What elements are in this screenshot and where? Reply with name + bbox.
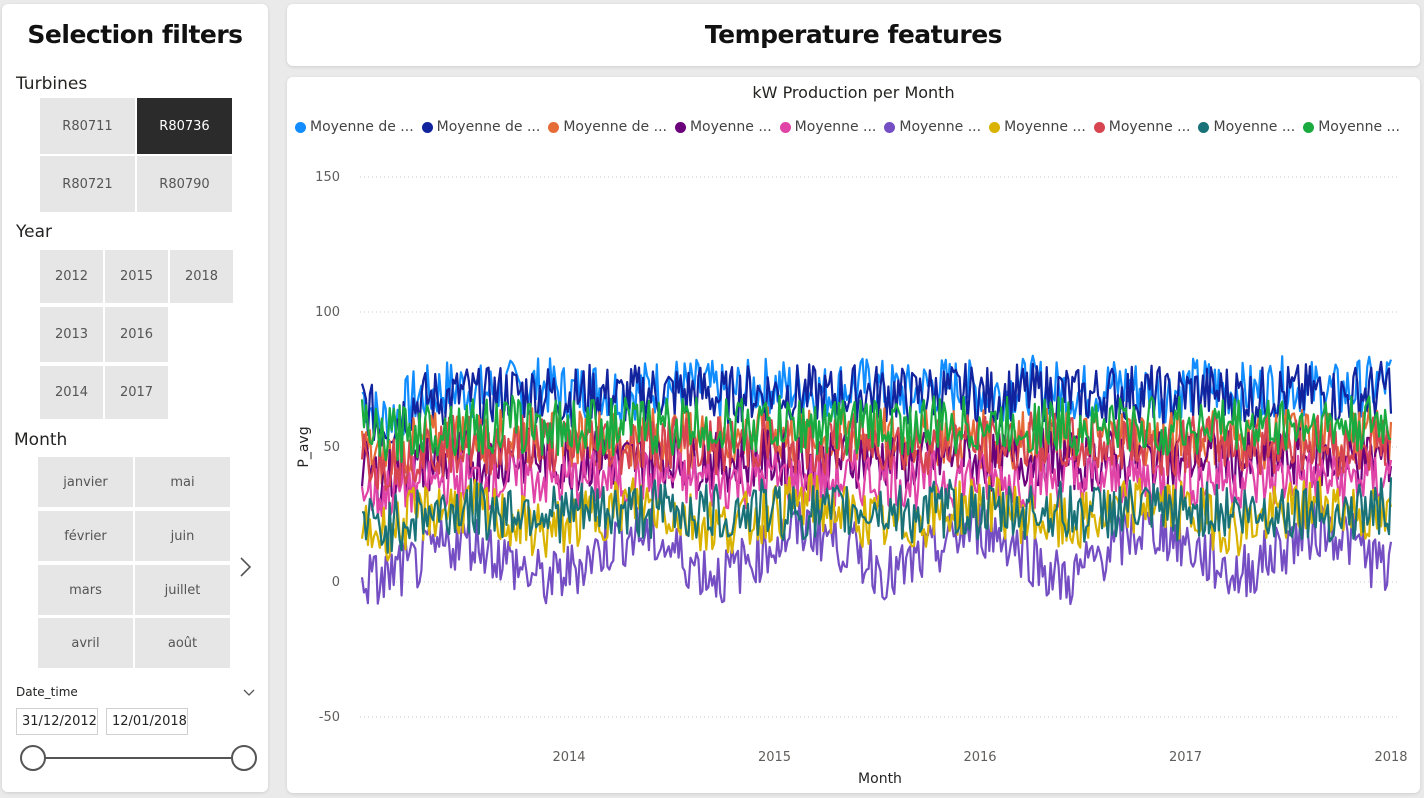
x-tick-label: 2016 [963, 750, 996, 765]
y-tick-label: 0 [332, 575, 340, 590]
series-line[interactable] [360, 394, 1392, 464]
series-line[interactable] [360, 501, 1393, 606]
line-chart[interactable]: -50 0 50 100 150 2014 2015 2016 2017 2018 Month P_a… [287, 77, 1420, 793]
turbine-button-r80721[interactable]: R80721 [40, 156, 135, 212]
month-button-mai[interactable]: mai [135, 457, 230, 507]
legend-item[interactable]: Moyenne ... [1198, 117, 1295, 137]
date-range-slider-track[interactable] [36, 757, 247, 759]
y-tick-label: -50 [319, 710, 340, 725]
year-button-2014[interactable]: 2014 [40, 366, 103, 419]
turbine-button-r80711[interactable]: R80711 [40, 98, 135, 154]
legend-dot-icon [1093, 121, 1105, 133]
year-button-2017[interactable]: 2017 [105, 366, 168, 419]
month-button-aout[interactable]: août [135, 618, 230, 668]
turbines-label: Turbines [16, 74, 88, 94]
year-button-2018[interactable]: 2018 [170, 250, 233, 303]
year-button-2015[interactable]: 2015 [105, 250, 168, 303]
month-button-fevrier[interactable]: février [38, 511, 133, 561]
legend-label: Moyenne ... [1213, 119, 1296, 135]
turbine-button-r80790[interactable]: R80790 [137, 156, 232, 212]
series-line[interactable] [360, 410, 1392, 492]
y-tick-label: 100 [315, 305, 340, 320]
legend-item[interactable]: Moyenne ... [1303, 117, 1400, 137]
y-axis-title: P_avg [296, 426, 312, 467]
legend-label: Moyenne de ... [436, 119, 541, 135]
turbine-button-r80736[interactable]: R80736 [137, 98, 232, 154]
legend-item[interactable]: Moyenne ... [674, 117, 772, 137]
x-axis-title: Month [858, 771, 902, 787]
legend-item[interactable]: Moyenne de ... [421, 117, 541, 137]
filters-panel: Selection filters Turbines R80711 R80736… [2, 4, 268, 792]
legend-label: Moyenne ... [689, 119, 772, 135]
legend-dot-icon [674, 121, 686, 133]
legend-label: Moyenne ... [1318, 119, 1400, 135]
legend-label: Moyenne ... [1108, 119, 1191, 135]
legend-item[interactable]: Moyenne ... [989, 117, 1086, 137]
y-tick-label: 50 [323, 440, 340, 455]
x-tick-label: 2015 [758, 750, 791, 765]
chart-legend: Moyenne de ... Moyenne de ... Moyenne de .… [295, 117, 1412, 137]
legend-dot-icon [1303, 121, 1315, 133]
x-tick-label: 2014 [552, 750, 585, 765]
legend-label: Moyenne de ... [563, 119, 667, 135]
legend-item[interactable]: Moyenne ... [884, 117, 981, 137]
chart-title: kW Production per Month [752, 83, 955, 102]
legend-item[interactable]: Moyenne ... [779, 117, 877, 137]
month-button-janvier[interactable]: janvier [38, 457, 133, 507]
date-range-start-handle[interactable] [20, 745, 46, 771]
legend-dot-icon [421, 121, 433, 133]
year-button-2012[interactable]: 2012 [40, 250, 103, 303]
month-button-juin[interactable]: juin [135, 511, 230, 561]
date-start-input[interactable]: 31/12/2012 [16, 708, 98, 735]
chevron-right-icon[interactable] [234, 552, 256, 582]
month-button-juillet[interactable]: juillet [135, 565, 230, 615]
month-button-mars[interactable]: mars [38, 565, 133, 615]
legend-dot-icon [779, 121, 791, 133]
legend-item[interactable]: Moyenne ... [1093, 117, 1191, 137]
legend-label: Moyenne ... [794, 119, 877, 135]
legend-dot-icon [884, 121, 896, 133]
series-line[interactable] [360, 446, 1393, 518]
date-end-input[interactable]: 12/01/2018 [106, 708, 188, 735]
date-time-label: Date_time [16, 685, 78, 699]
legend-dot-icon [989, 121, 1001, 133]
year-button-2013[interactable]: 2013 [40, 307, 103, 362]
year-label: Year [16, 222, 52, 242]
year-button-2016[interactable]: 2016 [105, 307, 168, 362]
series-line[interactable] [362, 477, 1393, 554]
legend-label: Moyenne ... [899, 119, 982, 135]
y-tick-label: 150 [315, 170, 340, 185]
title-card: Temperature features [287, 4, 1420, 66]
date-range-end-handle[interactable] [231, 745, 257, 771]
legend-dot-icon [548, 121, 560, 133]
x-tick-label: 2017 [1169, 750, 1202, 765]
legend-label: Moyenne ... [1004, 119, 1086, 135]
chart-card: kW Production per Month Moyenne de ... Mo… [287, 77, 1420, 793]
legend-dot-icon [1198, 121, 1210, 133]
month-label: Month [14, 430, 68, 450]
legend-item[interactable]: Moyenne de ... [548, 117, 667, 137]
page-title: Temperature features [704, 20, 1003, 49]
legend-item[interactable]: Moyenne de ... [295, 117, 414, 137]
x-tick-label: 2018 [1374, 750, 1407, 765]
series-line[interactable] [360, 360, 1393, 447]
month-button-avril[interactable]: avril [38, 618, 133, 668]
chevron-down-icon[interactable] [242, 686, 256, 700]
legend-dot-icon [295, 121, 306, 133]
legend-label: Moyenne de ... [310, 119, 414, 135]
filters-title: Selection filters [27, 20, 243, 49]
